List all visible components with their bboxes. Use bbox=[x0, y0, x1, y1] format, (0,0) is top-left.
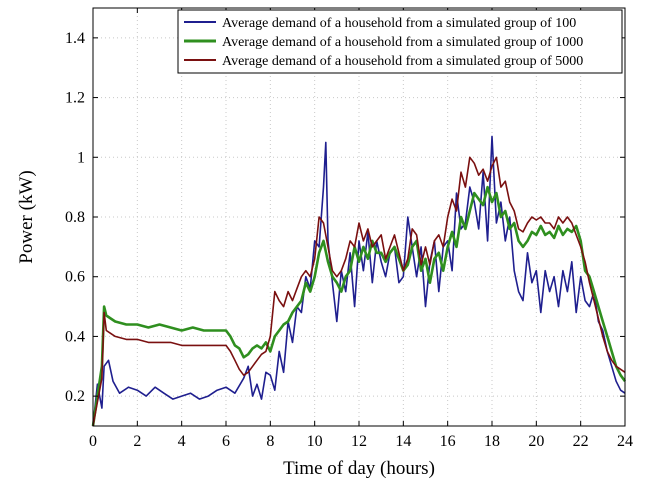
legend-label: Average demand of a household from a sim… bbox=[222, 16, 576, 31]
x-tick-label: 22 bbox=[573, 433, 589, 450]
x-tick-label: 24 bbox=[617, 433, 633, 450]
y-tick-label: 1 bbox=[77, 149, 85, 166]
x-tick-label: 4 bbox=[178, 433, 186, 450]
y-axis-title: Power (kW) bbox=[16, 170, 37, 263]
series-line-3 bbox=[92, 156, 626, 427]
x-tick-label: 2 bbox=[133, 433, 141, 450]
x-tick-label: 18 bbox=[484, 433, 500, 450]
series-lines bbox=[91, 135, 627, 427]
legend: Average demand of a household from a sim… bbox=[177, 9, 623, 74]
y-tick-label: 0.8 bbox=[65, 209, 85, 226]
legend-box bbox=[177, 9, 623, 74]
y-tick-label: 0.2 bbox=[65, 388, 85, 405]
y-tick-label: 0.4 bbox=[65, 328, 85, 345]
x-tick-label: 12 bbox=[351, 433, 367, 450]
series-line-2 bbox=[91, 185, 627, 427]
x-tick-label: 16 bbox=[440, 433, 456, 450]
legend-label: Average demand of a household from a sim… bbox=[222, 35, 583, 50]
x-tick-label: 0 bbox=[89, 433, 97, 450]
x-tick-label: 8 bbox=[266, 433, 274, 450]
y-tick-label: 0.6 bbox=[65, 269, 85, 286]
x-tick-label: 10 bbox=[307, 433, 323, 450]
x-axis-title: Time of day (hours) bbox=[283, 458, 435, 479]
legend-label: Average demand of a household from a sim… bbox=[222, 54, 583, 69]
x-tick-label: 6 bbox=[222, 433, 230, 450]
y-tick-label: 1.2 bbox=[65, 90, 85, 107]
x-tick-label: 20 bbox=[528, 433, 544, 450]
x-tick-label: 14 bbox=[395, 433, 411, 450]
axis-ticks: 0 2 4 6 8 10 12 14 16 18 20 22 240.20.40.60.811.21.4 bbox=[65, 8, 633, 450]
y-tick-label: 1.4 bbox=[65, 30, 85, 47]
series-line-1 bbox=[92, 135, 626, 427]
